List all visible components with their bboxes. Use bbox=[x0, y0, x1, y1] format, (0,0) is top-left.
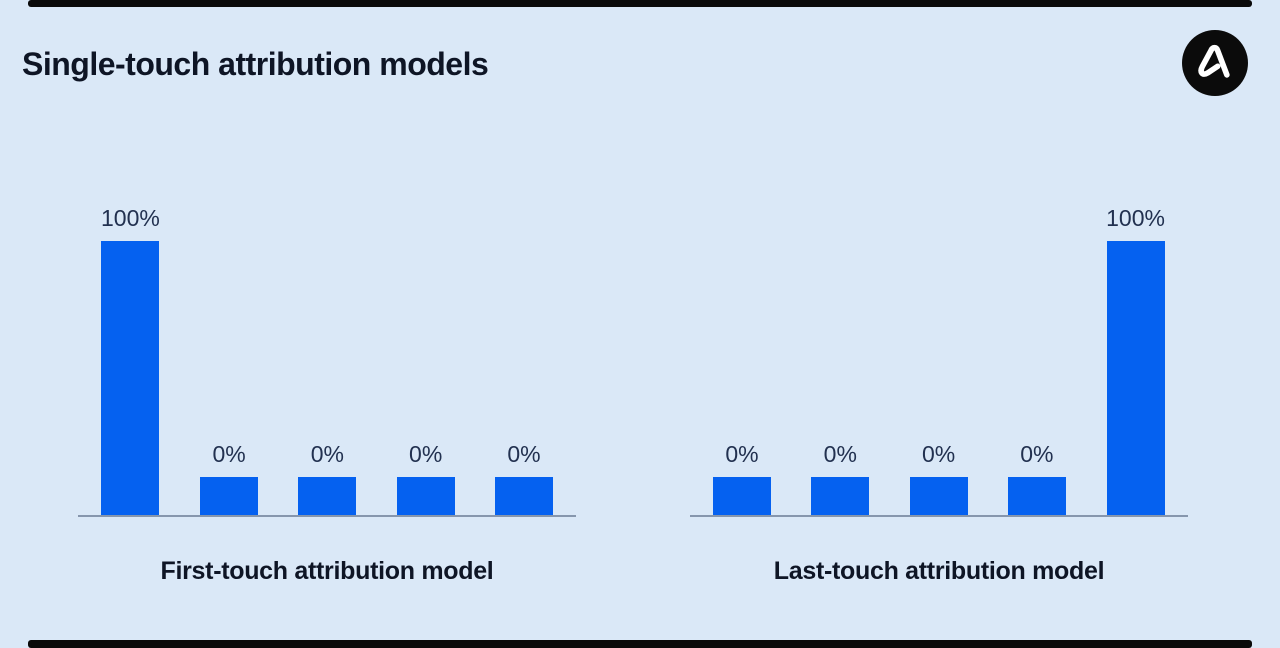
bar-group: 100% bbox=[1106, 205, 1165, 515]
bar bbox=[811, 477, 870, 515]
bar bbox=[396, 477, 455, 515]
bar-group: 0% bbox=[200, 441, 259, 515]
bar bbox=[101, 241, 160, 515]
stylized-a-icon bbox=[1182, 30, 1248, 96]
bar-value-label: 0% bbox=[507, 441, 541, 467]
bar-group: 0% bbox=[494, 441, 553, 515]
page-title: Single-touch attribution models bbox=[22, 46, 489, 82]
first-touch-caption: First-touch attribution model bbox=[160, 557, 494, 585]
bar-value-label: 0% bbox=[921, 441, 956, 467]
bar-value-label: 0% bbox=[310, 441, 345, 467]
bar bbox=[713, 477, 771, 515]
bar-value-label: 0% bbox=[212, 441, 246, 467]
bar bbox=[200, 477, 259, 515]
bar-value-label: 0% bbox=[409, 441, 443, 467]
bar-group: 0% bbox=[396, 441, 455, 515]
last-touch-plot: 0% 0% 0% 0% 100% bbox=[690, 205, 1188, 517]
bar-group: 0% bbox=[1007, 441, 1066, 515]
bar bbox=[1106, 241, 1165, 515]
top-edge-strip bbox=[28, 0, 1252, 7]
bar bbox=[494, 477, 553, 515]
bar-value-label: 0% bbox=[823, 441, 857, 467]
first-touch-plot: 100% 0% 0% 0% 0% bbox=[78, 205, 576, 517]
last-touch-chart: 0% 0% 0% 0% 100% Last-touch attribution mode… bbox=[690, 205, 1188, 586]
bottom-edge-strip bbox=[28, 640, 1252, 648]
bar-group: 0% bbox=[298, 441, 357, 515]
bar-group: 0% bbox=[909, 441, 968, 515]
bar-group: 100% bbox=[101, 205, 160, 515]
first-touch-chart: 100% 0% 0% 0% 0% First-touch attribution mod… bbox=[78, 205, 576, 586]
bar-value-label: 100% bbox=[101, 205, 160, 231]
brand-logo bbox=[1182, 30, 1248, 96]
bar bbox=[1007, 477, 1066, 515]
bar-value-label: 0% bbox=[1020, 441, 1054, 467]
bar bbox=[909, 477, 968, 515]
bar-value-label: 100% bbox=[1106, 205, 1165, 231]
bar-group: 0% bbox=[811, 441, 870, 515]
bar-group: 0% bbox=[713, 441, 771, 515]
bar bbox=[298, 477, 357, 515]
bar-value-label: 0% bbox=[725, 441, 759, 467]
last-touch-caption: Last-touch attribution model bbox=[773, 557, 1105, 585]
